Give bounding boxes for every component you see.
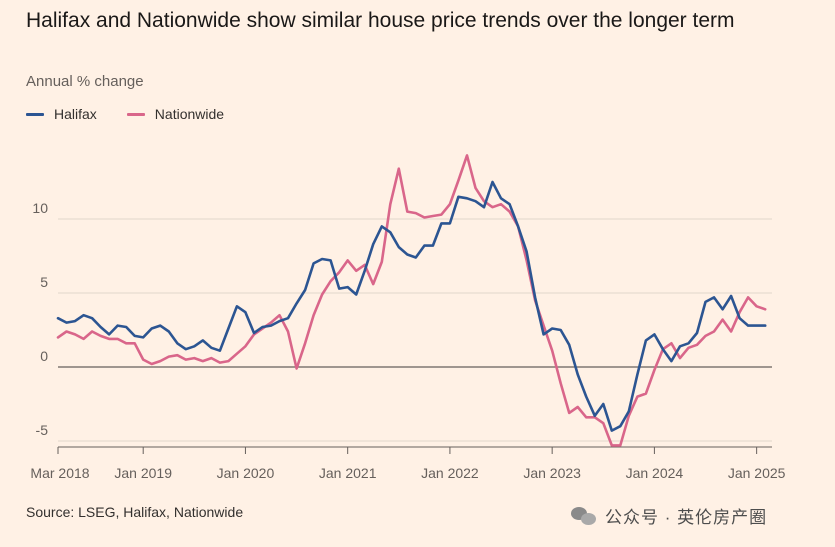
y-tick-label: 10 — [32, 200, 48, 216]
x-tick-label: Jan 2022 — [421, 465, 479, 481]
x-tick-label: Jan 2019 — [114, 465, 172, 481]
line-chart: 10 5 0 -5 Mar 2018 Jan 2019 Jan 2020 Jan 2021 J… — [30, 154, 786, 481]
chart-title: Halifax and Nationwide show similar hous… — [26, 9, 735, 32]
wechat-icon — [571, 505, 597, 527]
x-tick-label: Jan 2021 — [319, 465, 377, 481]
watermark-text: 公众号 · 英伦房产圈 — [605, 508, 768, 527]
x-axis: Mar 2018 Jan 2019 Jan 2020 Jan 2021 Jan 2022… — [30, 447, 786, 481]
source-note: Source: LSEG, Halifax, Nationwide — [26, 504, 244, 520]
series-line-halifax — [56, 180, 767, 432]
x-tick-label: Mar 2018 — [30, 465, 89, 481]
legend: Halifax Nationwide — [26, 106, 254, 122]
legend-item-halifax: Halifax — [26, 106, 97, 122]
legend-label-nationwide: Nationwide — [154, 106, 225, 122]
x-tick-label: Jan 2020 — [217, 465, 275, 481]
legend-label-halifax: Halifax — [54, 106, 97, 122]
y-tick-label: 0 — [40, 348, 48, 364]
y-tick-label: -5 — [36, 422, 49, 438]
x-tick-label: Jan 2023 — [523, 465, 581, 481]
series-line-nationwide — [56, 154, 767, 447]
x-tick-label: Jan 2024 — [626, 465, 684, 481]
legend-swatch-nationwide — [126, 112, 145, 116]
y-tick-labels: 10 5 0 -5 — [32, 200, 48, 438]
legend-item-nationwide: Nationwide — [126, 106, 225, 122]
gridlines — [58, 218, 772, 448]
y-axis-label: Annual % change — [26, 73, 144, 90]
series-lines — [56, 154, 767, 447]
x-tick-label: Jan 2025 — [728, 465, 786, 481]
legend-swatch-halifax — [26, 112, 44, 116]
watermark: 公众号 · 英伦房产圈 — [571, 503, 767, 528]
y-tick-label: 5 — [40, 274, 48, 290]
